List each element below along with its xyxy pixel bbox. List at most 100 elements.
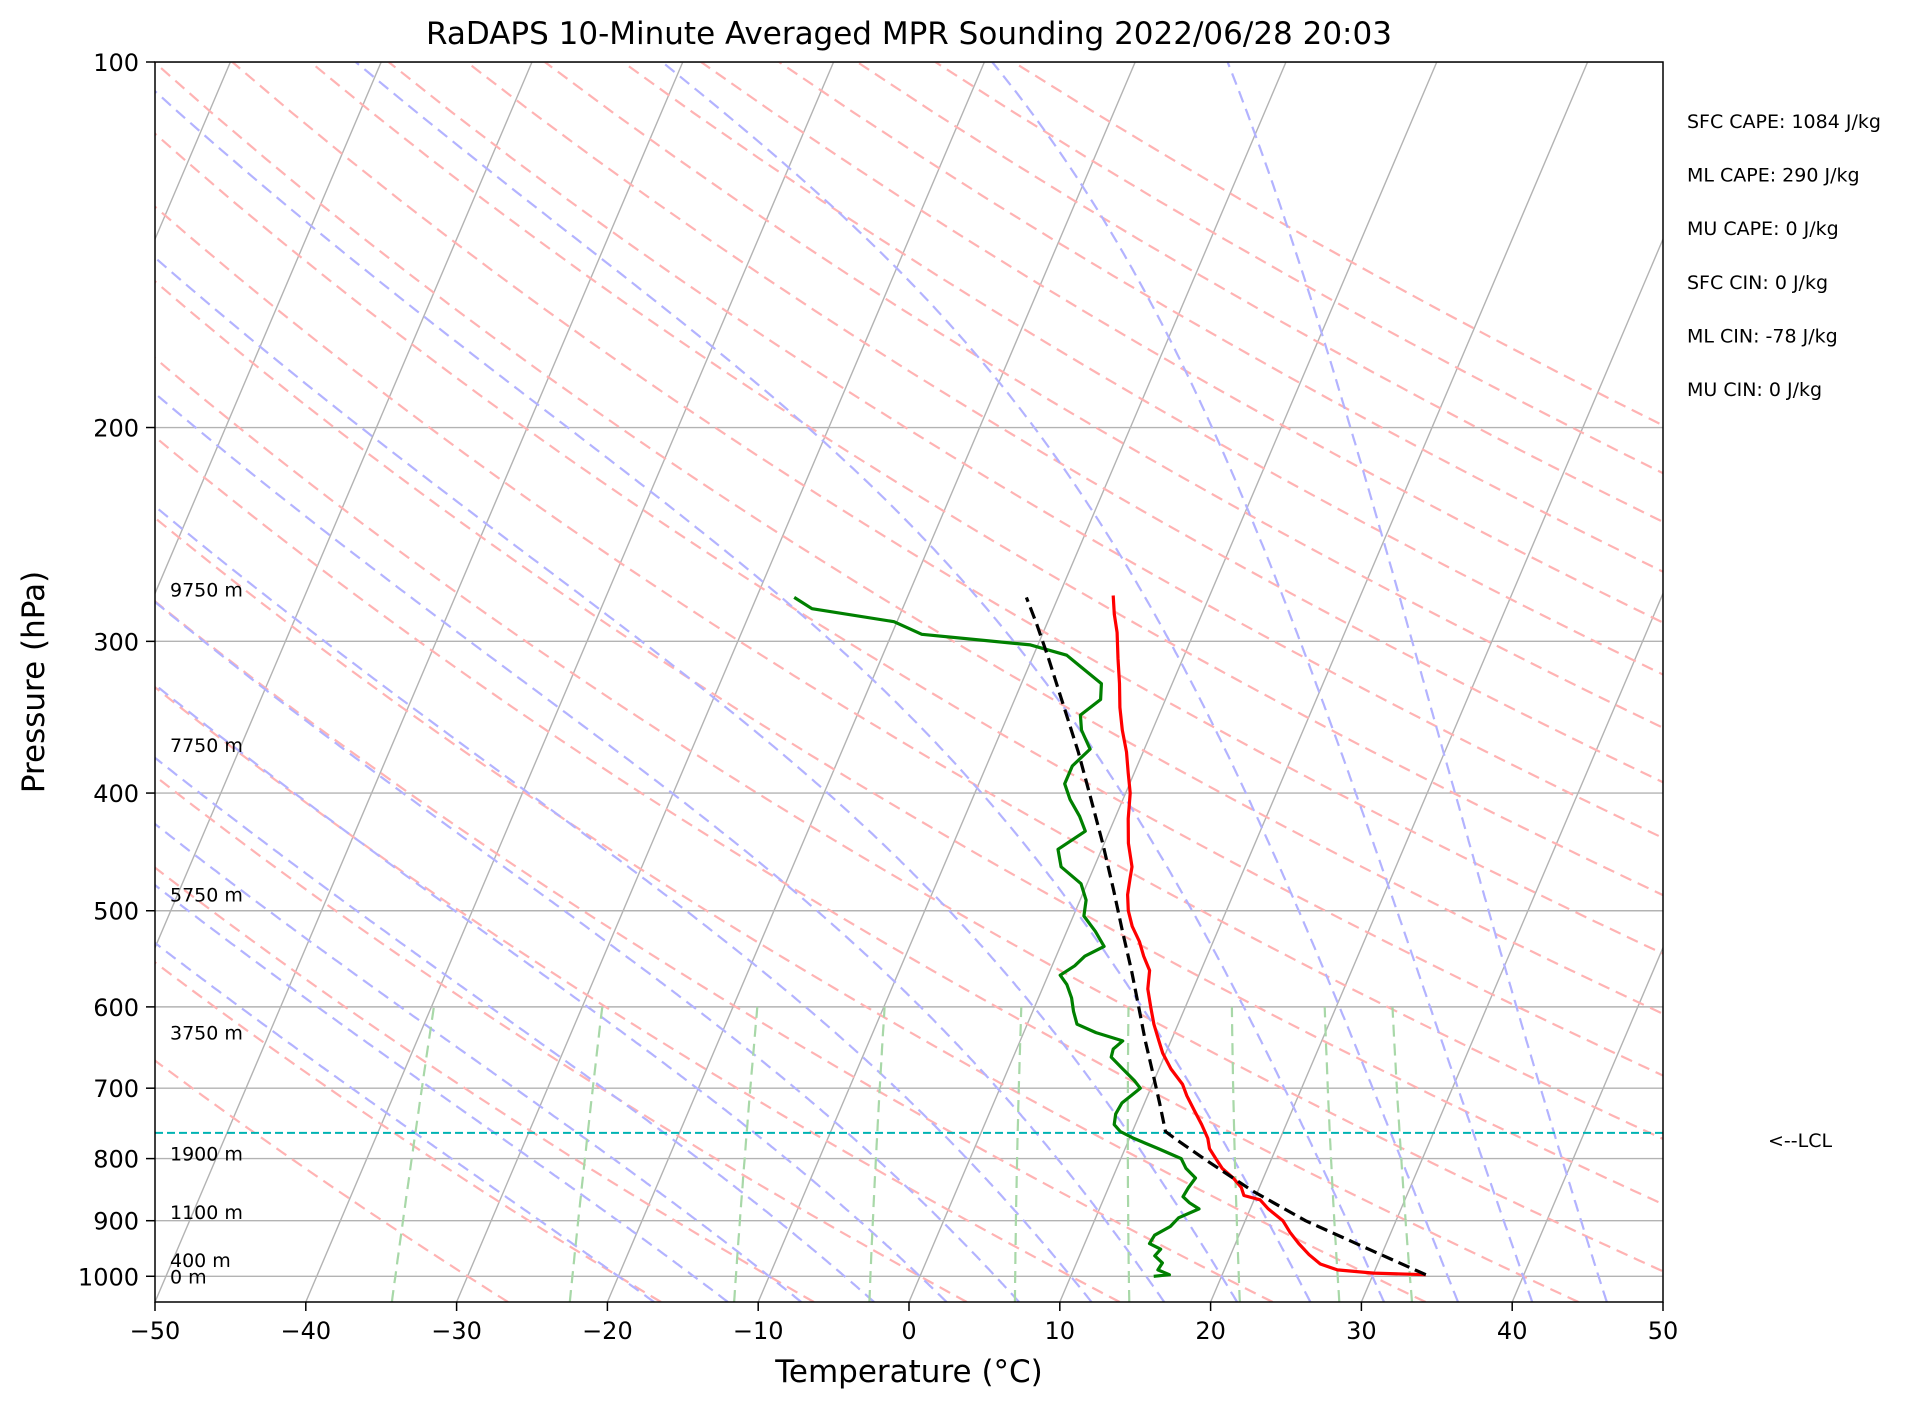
plot-area xyxy=(155,62,1925,1302)
dry-adiabat-line xyxy=(155,960,662,1302)
y-tick-label: 700 xyxy=(93,1075,139,1103)
parameter-list: SFC CAPE: 1084 J/kg ML CAPE: 290 J/kg MU C… xyxy=(1687,111,1881,401)
x-tick-label: 50 xyxy=(1648,1317,1679,1345)
isotherm-line xyxy=(757,62,1287,1302)
dry-adiabat-line xyxy=(544,62,1663,729)
moist-adiabat-line xyxy=(155,89,1312,1302)
isotherm-line xyxy=(155,62,533,950)
dry-adiabat-line xyxy=(934,62,1663,475)
moist-adiabat-line xyxy=(155,600,1020,1302)
dry-adiabat-line xyxy=(778,62,1663,573)
moist-adiabat-line xyxy=(155,822,802,1302)
dry-adiabat-line xyxy=(155,516,1427,1302)
moist-adiabat-line xyxy=(155,941,655,1302)
moist-adiabat-line xyxy=(155,504,1093,1302)
dry-adiabat-line xyxy=(155,205,1663,1141)
dry-adiabat-line xyxy=(155,774,968,1302)
height-label: 9750 m xyxy=(170,580,243,602)
x-tick-label: 20 xyxy=(1195,1317,1226,1345)
y-tick-label: 600 xyxy=(93,994,139,1022)
dry-adiabat-line xyxy=(1012,62,1663,427)
height-label: 1900 m xyxy=(170,1143,243,1165)
height-label: 7750 m xyxy=(170,735,243,757)
height-label: 400 m xyxy=(170,1250,231,1272)
parameter-text: MU CIN: 0 J/kg xyxy=(1687,379,1822,401)
y-axis: 100 200 300 400 500 600 700 800 900 1000 xyxy=(78,49,155,1291)
isotherm-line xyxy=(1662,1300,1663,1302)
dry-adiabat-line xyxy=(155,1059,509,1302)
height-label: 5750 m xyxy=(170,885,243,907)
x-tick-label: −10 xyxy=(733,1317,784,1345)
moist-adiabat-line xyxy=(155,392,1166,1302)
height-label: 3750 m xyxy=(170,1023,243,1045)
x-axis: −50 −40 −30 −20 −10 0 10 20 30 40 50 xyxy=(130,1302,1679,1345)
height-label: 0 m xyxy=(170,1266,207,1288)
x-tick-label: −50 xyxy=(130,1317,181,1345)
dry-adiabat-line xyxy=(231,62,1663,955)
background-lines xyxy=(155,62,1925,1302)
parameter-text: SFC CAPE: 1084 J/kg xyxy=(1687,111,1881,133)
dry-adiabat-line xyxy=(155,356,1663,1273)
y-tick-label: 200 xyxy=(93,415,139,443)
isotherm-line xyxy=(155,62,684,1302)
dry-adiabat-line xyxy=(155,435,1579,1302)
y-tick-label: 300 xyxy=(93,628,139,656)
dry-adiabat-line xyxy=(155,62,1663,1015)
moist-adiabat-line xyxy=(661,62,1460,1302)
x-tick-label: −20 xyxy=(582,1317,633,1345)
y-tick-label: 100 xyxy=(93,49,139,77)
temperature-line xyxy=(1111,595,1426,1277)
x-tick-label: 40 xyxy=(1497,1317,1528,1345)
x-tick-label: −30 xyxy=(431,1317,482,1345)
mixing-ratio-line xyxy=(1013,1006,1023,1302)
plot-frame xyxy=(154,61,1664,1303)
dry-adiabat-line xyxy=(155,599,1274,1302)
mixing-ratio-line xyxy=(1391,1006,1414,1302)
chart-title: RaDAPS 10-Minute Averaged MPR Sounding 2… xyxy=(426,16,1392,52)
height-label: 1100 m xyxy=(170,1202,243,1224)
dry-adiabat-line xyxy=(700,62,1663,624)
moist-adiabat-line xyxy=(155,756,875,1302)
isotherm-line xyxy=(908,62,1438,1302)
dry-adiabat-line xyxy=(387,62,1663,840)
isotherm-line xyxy=(1814,62,1925,1302)
moist-adiabat-line xyxy=(155,256,1239,1302)
x-axis-label: Temperature (°C) xyxy=(774,1354,1043,1390)
isotherm-line xyxy=(1059,62,1589,1302)
mixing-ratio-line xyxy=(1323,1006,1341,1302)
dewpoint-line xyxy=(793,596,1201,1278)
x-tick-label: 0 xyxy=(901,1317,916,1345)
dry-adiabat-line xyxy=(155,866,815,1302)
mixing-ratio-line xyxy=(1230,1006,1241,1302)
moist-adiabat-line xyxy=(155,683,948,1302)
isotherm-line xyxy=(1511,945,1663,1302)
y-tick-label: 800 xyxy=(93,1146,139,1174)
dry-adiabat-line xyxy=(155,132,1663,1077)
mixing-ratio-line xyxy=(568,1006,604,1302)
isotherm-line xyxy=(1209,237,1663,1302)
isotherm-line xyxy=(1360,591,1663,1302)
parameter-text: ML CAPE: 290 J/kg xyxy=(1687,165,1860,187)
y-axis-label: Pressure (hPa) xyxy=(16,571,52,793)
lcl-label: <--LCL xyxy=(1768,1130,1832,1152)
moist-adiabat-line xyxy=(1226,62,1608,1302)
y-tick-label: 1000 xyxy=(78,1263,139,1291)
y-tick-label: 900 xyxy=(93,1208,139,1236)
mixing-ratio-line xyxy=(868,1006,886,1302)
isotherm-line xyxy=(155,62,382,596)
parameter-text: SFC CIN: 0 J/kg xyxy=(1687,272,1828,294)
isotherm-line xyxy=(305,62,835,1302)
y-tick-label: 400 xyxy=(93,780,139,808)
dry-adiabat-line xyxy=(155,685,1121,1302)
dry-adiabat-line xyxy=(856,62,1663,524)
mixing-ratio-line xyxy=(733,1006,759,1302)
x-tick-label: 30 xyxy=(1346,1317,1377,1345)
parcel-line xyxy=(1024,596,1427,1277)
moist-adiabat-line xyxy=(155,883,729,1302)
y-tick-label: 500 xyxy=(93,898,139,926)
parameter-text: MU CAPE: 0 J/kg xyxy=(1687,218,1839,240)
moist-adiabat-line xyxy=(354,62,1386,1302)
dry-adiabat-line xyxy=(622,62,1663,676)
